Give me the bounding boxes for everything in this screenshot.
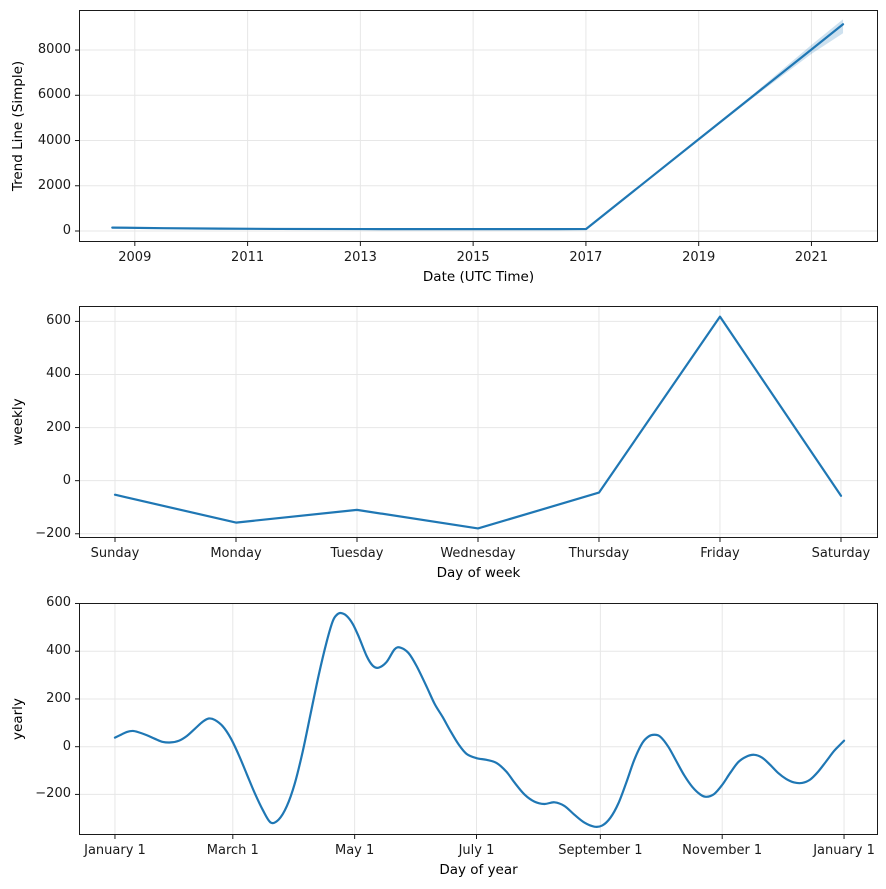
trend-x-tick-label: 2019 (682, 250, 716, 265)
yearly-x-tick-label: March 1 (206, 843, 259, 858)
yearly-y-tick-label: −200 (35, 786, 71, 802)
yearly-x-tick-label: January 1 (84, 843, 146, 858)
yearly-x-tick-label: November 1 (682, 843, 763, 858)
yearly-plot-area (75, 602, 878, 839)
trend-y-tick-label: 4000 (37, 132, 71, 148)
weekly-y-tick-label: 200 (46, 419, 71, 435)
yearly-x-tick-label: January 1 (813, 843, 875, 858)
trend-uncertainty-band (112, 19, 844, 230)
yearly-y-tick-label: 400 (46, 643, 71, 659)
weekly-line (113, 315, 843, 530)
weekly-x-tick-label: Wednesday (440, 546, 516, 561)
trend-x-tick-label: 2021 (794, 250, 828, 265)
trend-y-tick-label: 0 (62, 223, 71, 238)
trend-x-tick-label: 2011 (231, 250, 265, 265)
yearly-line (113, 611, 846, 828)
weekly-x-tick-label: Thursday (568, 546, 630, 561)
yearly-y-tick-label: 600 (46, 595, 71, 611)
yearly-x-tick-label: July 1 (458, 843, 495, 858)
weekly-y-tick-label: −200 (35, 525, 71, 541)
yearly-spines (79, 603, 878, 835)
yearly-y-tick-label: 200 (46, 690, 71, 706)
trend-x-tick-label: 2015 (456, 250, 490, 265)
weekly-y-tick-label: 0 (62, 472, 71, 488)
yearly-y-tick-label: 0 (62, 738, 71, 754)
trend-x-tick-label: 2013 (343, 250, 377, 265)
trend-x-tick-label: 2009 (118, 250, 152, 265)
trend-plot-area (75, 10, 878, 246)
weekly-x-tick-label: Saturday (811, 546, 871, 561)
weekly-plot-area (75, 306, 878, 542)
weekly-x-tick-label: Sunday (90, 546, 140, 561)
weekly-x-tick-label: Friday (700, 546, 740, 561)
trend-y-tick-label: 6000 (37, 87, 71, 103)
yearly-x-axis-label: Day of year (439, 862, 518, 878)
trend-line (111, 23, 845, 231)
weekly-spines (79, 306, 878, 538)
yearly-x-tick-label: May 1 (335, 843, 375, 858)
yearly-x-tick-label: September 1 (558, 843, 643, 858)
trend-x-tick-label: 2017 (569, 250, 603, 265)
trend-y-tick-label: 8000 (37, 42, 71, 58)
trend-y-tick-label: 2000 (37, 177, 71, 193)
trend-spines (79, 10, 878, 242)
weekly-y-tick-label: 600 (46, 313, 71, 329)
weekly-x-tick-label: Tuesday (330, 546, 384, 561)
weekly-y-tick-label: 400 (46, 366, 71, 382)
weekly-x-axis-label: Day of week (436, 565, 521, 581)
trend-x-axis-label: Date (UTC Time) (422, 269, 535, 285)
weekly-x-tick-label: Monday (210, 546, 262, 561)
